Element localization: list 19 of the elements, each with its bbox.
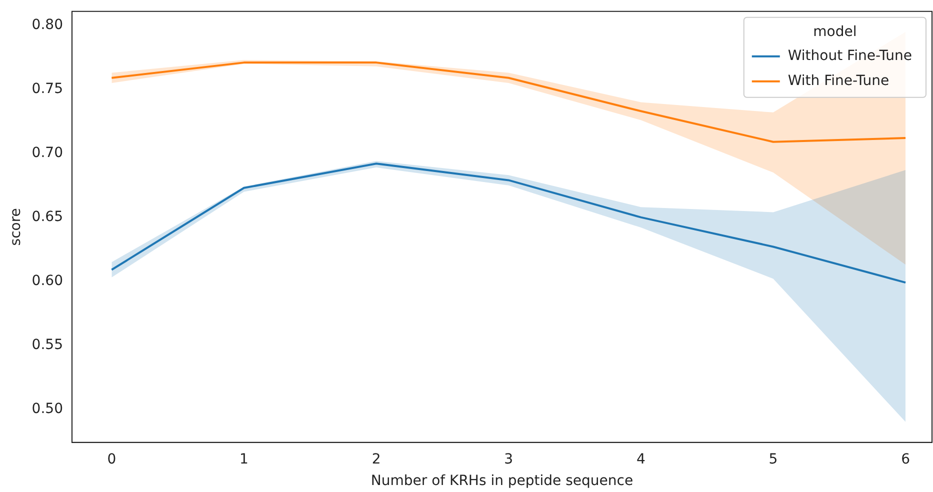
legend-title: model	[813, 24, 857, 40]
y-tick-label: 0.55	[32, 336, 63, 353]
y-tick-label: 0.65	[32, 208, 63, 225]
y-axis-title: score	[8, 208, 24, 246]
legend-label: Without Fine-Tune	[788, 48, 912, 64]
y-tick-label: 0.60	[32, 272, 63, 289]
x-axis-title: Number of KRHs in peptide sequence	[370, 473, 634, 490]
x-tick-label: 6	[901, 451, 910, 468]
y-tick-label: 0.50	[32, 400, 63, 417]
legend-label: With Fine-Tune	[788, 73, 890, 90]
x-tick-label: 2	[372, 451, 381, 468]
y-tick-label: 0.70	[32, 145, 63, 161]
x-tick-label: 0	[107, 451, 116, 468]
x-tick-label: 5	[768, 451, 778, 468]
y-tick-label: 0.75	[32, 81, 63, 98]
x-tick-label: 1	[240, 451, 248, 468]
x-tick-label: 3	[504, 451, 514, 468]
x-tick-label: 4	[636, 451, 646, 468]
y-tick-label: 0.80	[32, 17, 63, 34]
